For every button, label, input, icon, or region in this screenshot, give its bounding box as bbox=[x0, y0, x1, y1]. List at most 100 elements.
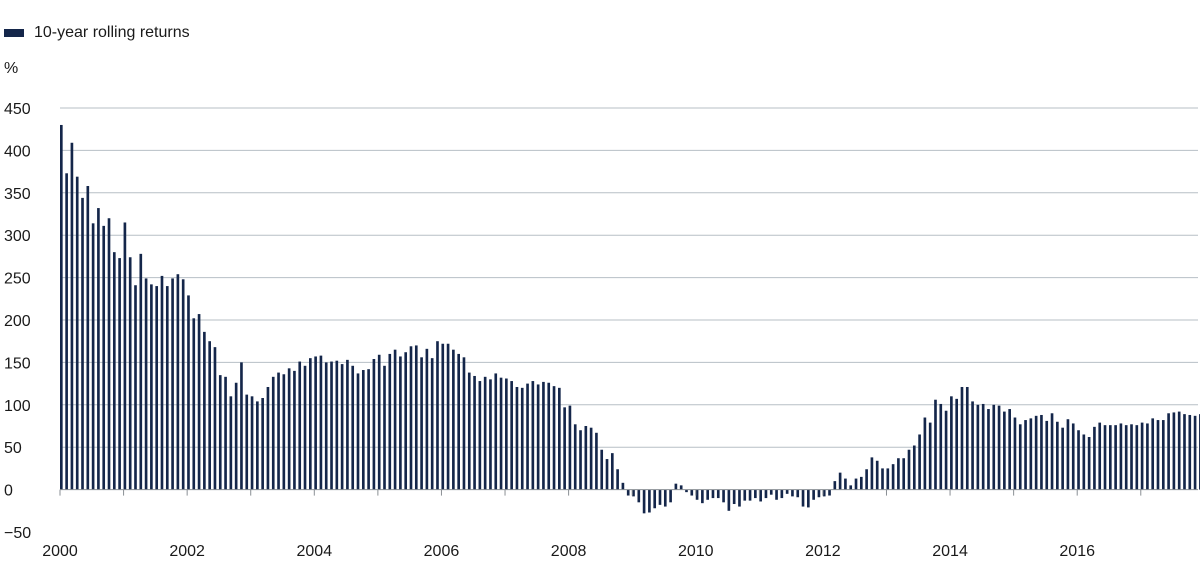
bar bbox=[976, 404, 980, 490]
bar bbox=[1071, 423, 1075, 490]
bar bbox=[589, 427, 593, 490]
bar bbox=[505, 378, 508, 490]
bar bbox=[499, 377, 503, 490]
bar bbox=[144, 278, 148, 490]
bar bbox=[632, 489, 635, 497]
bar bbox=[838, 472, 842, 490]
y-tick-label: 250 bbox=[4, 271, 31, 288]
y-tick-label: 400 bbox=[4, 143, 31, 160]
bar bbox=[430, 358, 434, 490]
bar bbox=[1050, 413, 1054, 490]
bar bbox=[489, 379, 492, 490]
bar bbox=[234, 382, 238, 490]
bar bbox=[796, 489, 800, 498]
bar bbox=[907, 449, 911, 490]
bar bbox=[674, 483, 678, 490]
bar bbox=[213, 347, 217, 490]
bar bbox=[1151, 418, 1155, 490]
x-tick-label: 2012 bbox=[805, 543, 841, 560]
bar bbox=[187, 295, 190, 490]
bar bbox=[616, 469, 619, 490]
bar bbox=[1061, 427, 1064, 490]
bar bbox=[436, 341, 439, 490]
bar bbox=[918, 434, 921, 490]
bar bbox=[573, 424, 577, 490]
y-tick-label: 450 bbox=[4, 101, 31, 118]
bar bbox=[346, 359, 349, 490]
bar bbox=[383, 365, 386, 490]
bar bbox=[91, 223, 95, 490]
bar bbox=[134, 285, 137, 490]
bar bbox=[1082, 434, 1086, 490]
bar bbox=[1034, 415, 1038, 490]
bar bbox=[372, 359, 376, 490]
bar bbox=[1177, 411, 1181, 490]
bar bbox=[314, 356, 317, 490]
bar bbox=[256, 401, 259, 490]
bar bbox=[605, 459, 609, 490]
bar bbox=[303, 365, 307, 490]
bar bbox=[510, 381, 513, 490]
bar bbox=[404, 352, 408, 490]
bar bbox=[197, 314, 201, 490]
bar bbox=[1098, 422, 1102, 490]
bar bbox=[695, 489, 699, 500]
bar bbox=[679, 485, 683, 490]
bar bbox=[452, 349, 455, 490]
bar bbox=[844, 478, 847, 490]
bar bbox=[706, 489, 709, 500]
bar bbox=[1056, 421, 1059, 490]
bar bbox=[107, 218, 111, 490]
bar bbox=[367, 369, 370, 490]
bar bbox=[293, 370, 296, 490]
bar bbox=[208, 341, 211, 490]
bar bbox=[361, 370, 365, 490]
x-tick-label: 2016 bbox=[1059, 543, 1095, 560]
bar bbox=[764, 489, 768, 499]
bar bbox=[526, 383, 529, 490]
x-tick-label: 2006 bbox=[424, 543, 460, 560]
y-tick-label: 150 bbox=[4, 355, 31, 372]
bar bbox=[950, 396, 953, 490]
bar bbox=[939, 403, 943, 490]
bar bbox=[934, 399, 937, 490]
bar bbox=[870, 457, 874, 490]
bar bbox=[711, 489, 715, 499]
bar bbox=[271, 376, 275, 490]
y-tick-label: 0 bbox=[4, 483, 13, 500]
bar bbox=[335, 360, 339, 490]
bar bbox=[981, 403, 985, 490]
bar bbox=[955, 398, 959, 490]
bar bbox=[1156, 420, 1160, 490]
bar bbox=[558, 387, 561, 490]
bar bbox=[414, 345, 418, 490]
bar bbox=[324, 362, 328, 490]
bar bbox=[960, 386, 964, 490]
bar bbox=[923, 417, 927, 490]
bar bbox=[446, 343, 450, 490]
x-tick-label: 2008 bbox=[551, 543, 587, 560]
bar bbox=[309, 358, 312, 490]
bar bbox=[690, 489, 694, 496]
bar bbox=[653, 489, 657, 509]
bar bbox=[1003, 411, 1006, 490]
y-tick-label: 50 bbox=[4, 440, 22, 457]
bar bbox=[865, 469, 868, 490]
x-axis bbox=[59, 489, 1198, 496]
bar bbox=[409, 346, 413, 490]
bar bbox=[319, 355, 323, 490]
bars bbox=[60, 124, 1200, 514]
bar bbox=[1193, 415, 1197, 490]
bar bbox=[224, 376, 227, 490]
y-tick-label: −50 bbox=[4, 525, 31, 542]
bar bbox=[579, 430, 582, 490]
bar bbox=[399, 356, 402, 490]
bar bbox=[822, 489, 826, 497]
bar bbox=[139, 253, 143, 490]
bar bbox=[65, 173, 68, 490]
bar bbox=[441, 343, 445, 490]
bar bbox=[1045, 420, 1049, 490]
bar bbox=[971, 401, 974, 490]
bar bbox=[192, 318, 196, 490]
bar bbox=[1029, 418, 1033, 490]
